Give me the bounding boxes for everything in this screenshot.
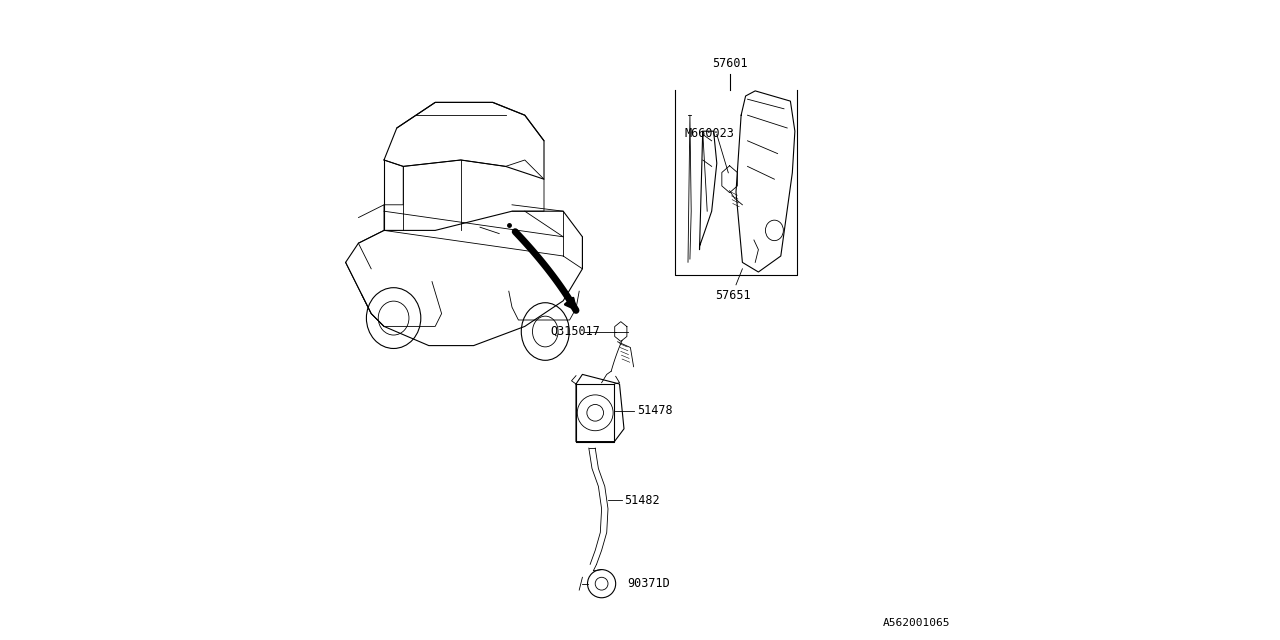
- Text: Q315017: Q315017: [550, 325, 600, 338]
- Text: 51478: 51478: [637, 404, 672, 417]
- Text: 90371D: 90371D: [627, 577, 669, 590]
- Text: 57651: 57651: [716, 289, 751, 302]
- Text: A562001065: A562001065: [883, 618, 950, 628]
- Text: 57601: 57601: [712, 58, 748, 70]
- Text: M660023: M660023: [685, 127, 735, 140]
- Text: 51482: 51482: [625, 494, 659, 507]
